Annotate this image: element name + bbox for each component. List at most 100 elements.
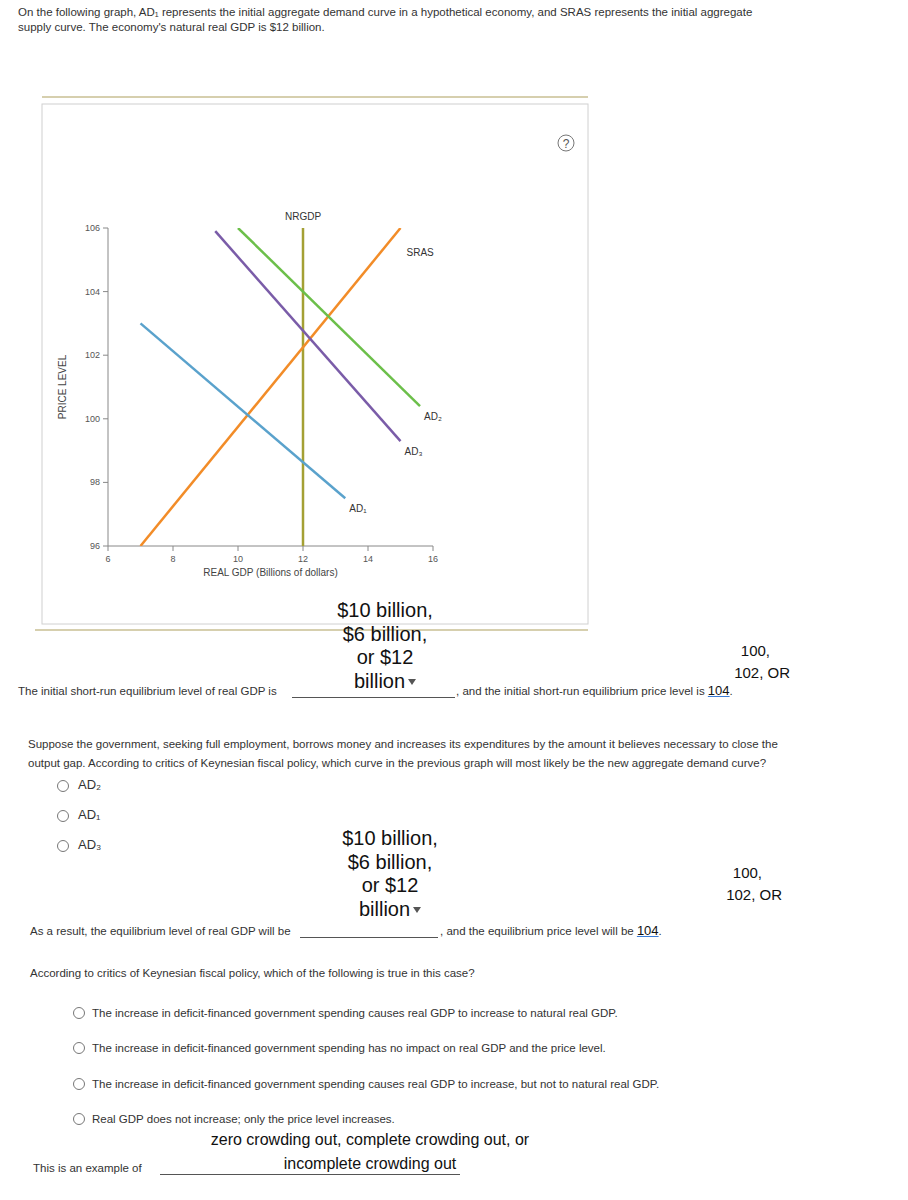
x-tick: [433, 546, 434, 551]
panel-frame: [42, 104, 588, 624]
curve-label: AD₁: [349, 503, 367, 514]
answer-blank: [300, 937, 438, 938]
x-tick: [238, 546, 239, 551]
choice-text[interactable]: or $12: [357, 646, 414, 668]
curve: [238, 228, 420, 406]
gdp-choice[interactable]: or $12: [285, 645, 485, 669]
question-text: .: [730, 685, 733, 697]
curve-label: SRAS: [407, 247, 435, 258]
crowding-choice[interactable]: incomplete crowding out: [170, 1154, 570, 1174]
question-text: Suppose the government, seeking full emp…: [28, 737, 778, 751]
dropdown-arrow[interactable]: [413, 907, 421, 913]
price-answer[interactable]: 104: [708, 683, 730, 698]
option-text[interactable]: AD₂: [78, 778, 101, 792]
curve: [302, 228, 305, 546]
chart: ?96981001021041066810121416REAL GDP (Bil…: [0, 0, 908, 640]
question-text: , and the initial short-run equilibrium …: [456, 684, 733, 698]
radio-button[interactable]: [57, 840, 69, 852]
option-text[interactable]: Real GDP does not increase; only the pri…: [92, 1112, 395, 1126]
y-tick-label: 98: [90, 477, 100, 487]
frame-line: [42, 96, 588, 98]
radio-button[interactable]: [73, 1007, 85, 1019]
option-text[interactable]: The increase in deficit-financed governm…: [92, 1077, 659, 1091]
y-tick-label: 106: [85, 223, 100, 233]
y-tick: [103, 418, 108, 419]
x-tick: [108, 546, 109, 551]
price-choice: 102, OR: [622, 884, 782, 906]
gdp-choice[interactable]: billion: [285, 669, 485, 693]
curve: [141, 323, 346, 498]
question-text: As a result, the equilibrium level of re…: [30, 924, 291, 938]
choice-text[interactable]: or $12: [362, 874, 419, 896]
question-text: , and the initial short-run equilibrium …: [456, 685, 705, 697]
y-tick-label: 100: [85, 414, 100, 424]
question-text: This is an example of: [33, 1161, 142, 1175]
radio-button[interactable]: [57, 810, 69, 822]
choice-text[interactable]: billion: [359, 898, 410, 920]
choice-text[interactable]: $6 billion,: [343, 623, 428, 645]
curve-label: NRGDP: [285, 211, 321, 222]
price-choice: 100,: [630, 640, 770, 662]
help-text[interactable]: ?: [563, 137, 570, 151]
option-text[interactable]: The increase in deficit-financed governm…: [92, 1006, 618, 1020]
x-axis-label: REAL GDP (Billions of dollars): [203, 567, 338, 578]
x-tick: [173, 546, 174, 551]
x-tick-label: 10: [233, 554, 243, 564]
choice-text[interactable]: $6 billion,: [348, 851, 433, 873]
curve: [141, 228, 401, 546]
y-tick: [103, 482, 108, 483]
crowding-choice[interactable]: zero crowding out, complete crowding out…: [170, 1130, 570, 1150]
y-tick-label: 96: [90, 541, 100, 551]
option-text[interactable]: The increase in deficit-financed governm…: [92, 1041, 606, 1055]
help-icon[interactable]: [558, 135, 574, 151]
plot-area: [141, 228, 421, 546]
intro-text: On the following graph, AD₁ represents t…: [18, 5, 752, 19]
y-tick: [103, 546, 108, 547]
x-tick-label: 16: [428, 554, 438, 564]
y-tick-label: 102: [85, 350, 100, 360]
question-text: .: [659, 925, 662, 937]
radio-button[interactable]: [73, 1042, 85, 1054]
option-text[interactable]: AD₁: [78, 808, 100, 822]
dropdown-arrow[interactable]: [408, 679, 416, 685]
y-tick: [103, 355, 108, 356]
y-axis: [108, 228, 109, 546]
intro-text: supply curve. The economy's natural real…: [18, 20, 325, 34]
radio-button[interactable]: [57, 780, 69, 792]
price-answer[interactable]: 104: [637, 923, 659, 938]
gdp-choice[interactable]: billion: [290, 897, 490, 921]
gdp-choice[interactable]: $10 billion,: [285, 598, 485, 622]
x-tick-label: 12: [298, 554, 308, 564]
curve-label: AD₂: [424, 411, 442, 422]
question-text: , and the equilibrium price level will b…: [440, 924, 662, 938]
choice-text[interactable]: $10 billion,: [342, 827, 438, 849]
curve-label: AD₃: [405, 446, 423, 457]
x-tick: [368, 546, 369, 551]
question-text: The initial short-run equilibrium level …: [18, 684, 277, 698]
answer-blank: [292, 697, 455, 698]
radio-button[interactable]: [73, 1113, 85, 1125]
gdp-choice[interactable]: or $12: [290, 873, 490, 897]
question-text: output gap. According to critics of Keyn…: [28, 756, 766, 770]
gdp-choice[interactable]: $6 billion,: [285, 622, 485, 646]
y-axis-label: PRICE LEVEL: [57, 354, 68, 419]
choice-text[interactable]: $10 billion,: [337, 599, 433, 621]
y-tick: [103, 228, 108, 229]
option-text[interactable]: AD₃: [78, 838, 101, 852]
gdp-choice[interactable]: $6 billion,: [290, 850, 490, 874]
answer-blank: [160, 1174, 460, 1175]
frame-line: [35, 629, 588, 631]
x-tick-label: 14: [363, 554, 373, 564]
question-text: According to critics of Keynesian fiscal…: [30, 966, 475, 980]
gdp-choice[interactable]: $10 billion,: [290, 826, 490, 850]
y-tick: [103, 291, 108, 292]
x-tick: [303, 546, 304, 551]
question-text: , and the equilibrium price level will b…: [440, 925, 634, 937]
x-tick-label: 8: [170, 554, 175, 564]
choice-text[interactable]: billion: [354, 670, 405, 692]
y-tick-label: 104: [85, 287, 100, 297]
x-axis: [108, 546, 433, 547]
price-choice: 102, OR: [630, 662, 790, 684]
price-choice: 100,: [622, 862, 762, 884]
radio-button[interactable]: [73, 1078, 85, 1090]
